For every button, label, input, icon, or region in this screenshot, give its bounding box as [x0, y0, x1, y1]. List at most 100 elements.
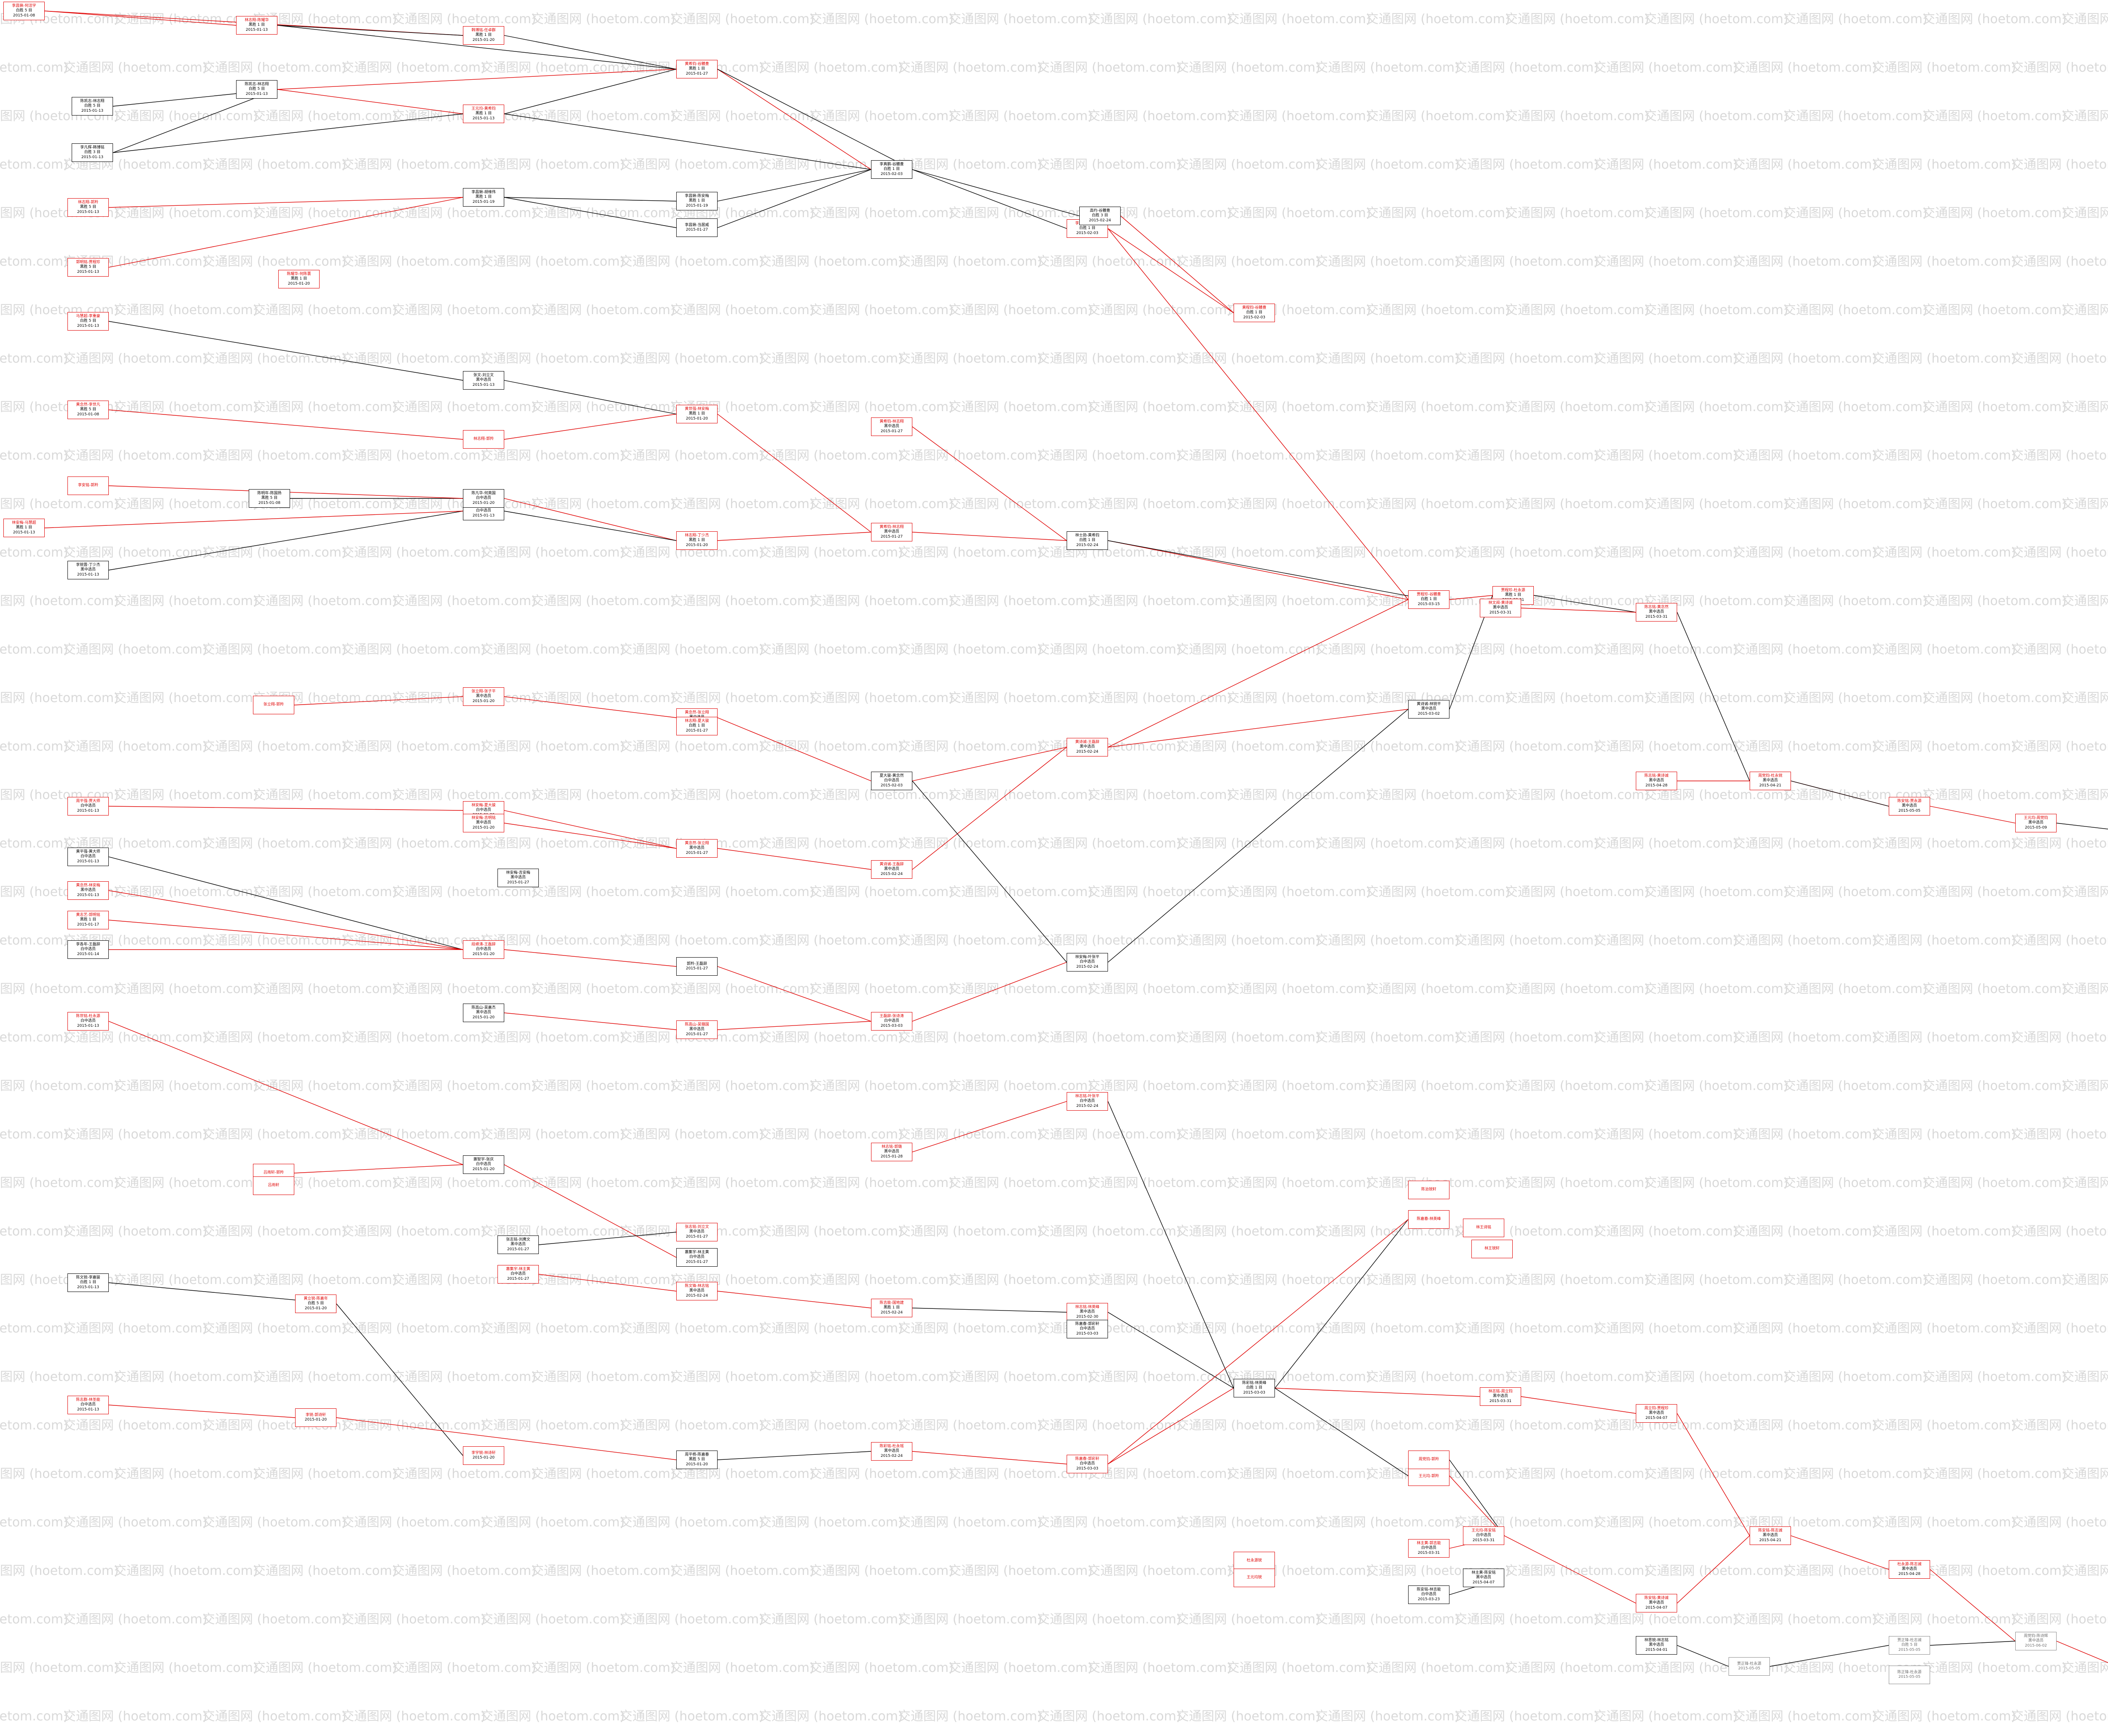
graph-node[interactable]: 黄世强-林安梅 黑胜 1 目 2015-01-20 — [676, 405, 718, 423]
graph-node[interactable]: 陈嘉春-林英峰 — [1408, 1210, 1449, 1229]
graph-node[interactable]: 王元均-陈安铭 白中选员 2015-03-31 — [1463, 1526, 1504, 1545]
graph-node[interactable]: 李锐-郭诗轩 2015-01-20 — [295, 1408, 336, 1427]
graph-node[interactable]: 周平强-贾大师 白中选员 2015-01-13 — [67, 797, 109, 816]
graph-node[interactable]: 陈吉能-国地建 黑胜 1 目 2015-02-24 — [871, 1299, 912, 1317]
graph-node[interactable]: 陈文锐-李嘉骏 白胜 1 目 2015-01-13 — [67, 1273, 109, 1292]
graph-node[interactable]: 黄平强-黄大师 白中选员 2015-01-13 — [67, 848, 109, 866]
graph-node[interactable]: 陈安铭-林吉能 白中选员 2015-03-23 — [1408, 1585, 1449, 1604]
graph-node[interactable]: 杜永源-陈志诚 黑中选员 2015-04-28 — [1889, 1560, 1930, 1579]
graph-node[interactable]: 陈嘉春-郭彩轩 白中选员 2015-03-03 — [1067, 1455, 1108, 1473]
graph-node[interactable]: 林志翔-陈耀华 黑胜 1 目 2015-01-13 — [236, 16, 277, 35]
graph-node[interactable]: 林志铭-周立钧 黑中选员 2015-03-31 — [1480, 1387, 1521, 1406]
graph-node[interactable]: 周党钧-郭羚 — [1408, 1451, 1449, 1469]
graph-node[interactable]: 李昌锹-当居威 2015-01-27 — [676, 218, 718, 237]
graph-node[interactable]: 陈安铭-陈志诚 黑中选员 2015-04-21 — [1750, 1526, 1791, 1545]
graph-node[interactable]: 林主黄-郭吉能 白中选员 2015-03-31 — [1408, 1539, 1449, 1558]
graph-node[interactable]: 林士勋-黄希钧 白胜 1 目 2015-02-24 — [1067, 531, 1108, 550]
graph-node[interactable]: 陈世铭-杜永源 白中选员 2015-01-13 — [67, 1012, 109, 1031]
graph-node[interactable]: 陈彩铭-林英峰 白胜 1 目 2015-03-03 — [1234, 1379, 1275, 1397]
graph-node[interactable]: 夏大骏-黄念然 白中选员 2015-02-03 — [871, 772, 912, 790]
graph-node[interactable]: 李安铭-郭羚 — [67, 476, 109, 495]
graph-node[interactable]: 高约-谷體豊 白胜 3 目 2015-02-24 — [1079, 207, 1121, 225]
graph-node[interactable]: 林志翔-丁少杰 黑胜 1 目 2015-01-20 — [676, 531, 718, 550]
graph-node[interactable]: 陈文锋-林志铭 黑中选员 2015-02-24 — [676, 1282, 718, 1300]
graph-node[interactable]: 周党钧-陈诗辉 黑中选员 2015-06-02 — [2015, 1632, 2057, 1650]
graph-node[interactable]: 林思锐-林志铭 黑中选员 2015-04-01 — [1636, 1636, 1677, 1655]
graph-node[interactable]: 李锐晋-丁少杰 黑中选员 2015-01-13 — [67, 561, 109, 579]
graph-node[interactable]: 陈明年-陈国扬 黑胜 5 目 2015-01-08 — [249, 489, 290, 508]
graph-node[interactable]: 陈志铭-黄诗诚 黑中选员 2015-04-28 — [1636, 772, 1677, 790]
graph-node[interactable]: 陈凯志-林志翔 白胜 5 目 2015-01-13 — [72, 97, 113, 116]
graph-node[interactable]: 周平杨-陈嘉春 黑胜 5 目 2015-01-20 — [676, 1451, 718, 1469]
graph-node[interactable]: 林志翔-郭羚 黑胜 5 目 2015-01-13 — [67, 198, 109, 217]
graph-node[interactable]: 林志铭-叶张平 白中选员 2015-02-24 — [1067, 1092, 1108, 1111]
graph-node[interactable]: 陈正锋-杜永源 2015-05-05 — [1889, 1666, 1930, 1684]
graph-node[interactable]: 陈嘉春-郭彩轩 白中选员 2015-03-03 — [1067, 1320, 1108, 1338]
graph-node[interactable]: 王元均-周党钧 黑中选员 2015-05-09 — [2015, 814, 2057, 832]
graph-node[interactable]: 林安梅-吉安梅 黑中选员 2015-01-27 — [497, 869, 539, 887]
graph-node[interactable]: 陈凯志-林志翔 白胜 5 目 2015-01-13 — [236, 80, 277, 99]
graph-node[interactable]: 张立翔-张子平 黑中选员 2015-01-20 — [463, 687, 504, 706]
graph-node[interactable]: 周立钧-贾程珍 黑中选员 2015-04-07 — [1636, 1404, 1677, 1423]
graph-node[interactable]: 陈凡华-何英国 白中选员 2015-01-20 — [463, 489, 504, 508]
graph-node[interactable]: 王元均锐 — [1234, 1569, 1275, 1587]
graph-node[interactable]: 张文-刘立文 黑中选员 2015-01-13 — [463, 371, 504, 390]
graph-node[interactable]: 贾正锋-杜志诚 白胜 5 目 2015-05-05 — [1889, 1636, 1930, 1655]
graph-node[interactable]: 陈志铭-黄念然 黑中选员 2015-03-31 — [1636, 603, 1677, 622]
graph-node[interactable]: 陈安铭-黄诗诚 黑中选员 2015-04-07 — [1636, 1594, 1677, 1612]
graph-node[interactable]: 黄念然-李世凡 黑胜 5 目 2015-01-08 — [67, 401, 109, 419]
graph-node[interactable]: 李凡辉-韩博铭 白胜 3 目 2015-01-13 — [72, 143, 113, 162]
graph-node[interactable]: 林王诗铭 — [1463, 1219, 1504, 1237]
graph-node[interactable]: 王元均-黄希钧 黑胜 1 目 2015-01-13 — [463, 105, 504, 123]
graph-node[interactable]: 陈安铭-贾永源 黑中选员 2015-05-05 — [1889, 797, 1930, 816]
graph-node[interactable]: 郭明铭-贾程珍 黑胜 5 目 2015-01-13 — [67, 258, 109, 277]
graph-node[interactable]: 黄希钧-林志翔 黑中选员 2015-01-27 — [871, 523, 912, 541]
graph-node[interactable]: 张志铭-刘立文 黑中选员 2015-01-27 — [676, 1223, 718, 1241]
graph-node[interactable]: 林安梅-马慧超 黑胜 1 目 2015-01-13 — [3, 519, 45, 537]
graph-node[interactable]: 林志翔-夏大骏 白胜 1 目 2015-01-27 — [676, 717, 718, 735]
graph-node[interactable]: 陈耀华-何陈瞏 黑胜 1 目 2015-01-20 — [278, 270, 320, 288]
graph-node[interactable]: 黄诗诚-王磊辞 黑中选员 2015-02-24 — [871, 860, 912, 879]
graph-node[interactable]: 林志翔-郭羚 — [463, 430, 504, 449]
graph-node[interactable]: 黄志艺-郭明铭 黑胜 1 目 2015-01-17 — [67, 911, 109, 929]
graph-node[interactable]: 陈志群-林圣能 白中选员 2015-01-13 — [67, 1396, 109, 1414]
graph-node[interactable]: 马慧超-李重豪 白胜 5 目 2015-01-13 — [67, 312, 109, 331]
graph-node[interactable]: 陈高山-吴嘉杰 黑中选员 2015-01-20 — [463, 1004, 504, 1022]
graph-node[interactable]: 李昌锹-胡维伟 黑胜 1 目 2015-01-19 — [463, 188, 504, 207]
graph-node[interactable]: 蕙集宇-林主黄 白中选员 2015-01-27 — [497, 1265, 539, 1284]
graph-node[interactable]: 李昌锹-何洁宇 白胜 5 目 2015-01-08 — [3, 2, 45, 20]
graph-node[interactable]: 陈彩铭-杜永瑶 黑中选员 2015-02-24 — [871, 1442, 912, 1461]
graph-node[interactable]: 王磊辞-张诗涛 白中选员 2015-03-03 — [871, 1012, 912, 1031]
graph-node[interactable]: 蕙集宇-林主黄 白中选员 2015-01-27 — [676, 1248, 718, 1267]
graph-node[interactable]: 陈高山-吴璐国 黑中选员 2015-01-27 — [676, 1020, 718, 1039]
graph-node[interactable]: 林志铭-郭璐 黑中选员 2015-01-28 — [871, 1143, 912, 1161]
graph-node[interactable]: 张志铭-刘鹰文 黑中选员 2015-01-27 — [497, 1235, 539, 1254]
graph-node[interactable]: 黄念然-林安梅 黑中选员 2015-01-13 — [67, 881, 109, 900]
graph-node[interactable]: 段嵖涛-王磊辞 白中选员 2015-01-20 — [463, 940, 504, 959]
graph-node[interactable]: 王元均-郭羚 — [1408, 1467, 1449, 1486]
graph-node[interactable]: 林主黄-陈安铭 黑中选员 2015-04-07 — [1463, 1569, 1504, 1587]
graph-node[interactable]: 吕雨轩 — [253, 1176, 294, 1195]
graph-node[interactable]: 林志铭-林英峰 黑中选员 2015-02-30 — [1067, 1303, 1108, 1322]
graph-node[interactable]: 郭羚-王磊辞 2015-01-27 — [676, 957, 718, 976]
graph-node[interactable]: 贾程珍-谷體豊 白胜 1 目 2015-03-15 — [1408, 590, 1449, 609]
graph-node[interactable]: 黄希钧-谷體豊 黑胜 1 目 2015-01-27 — [676, 60, 718, 78]
graph-node[interactable]: 韩博铭-任卓群 黑胜 1 目 2015-01-20 — [463, 26, 504, 45]
graph-node[interactable]: 林王锐轩 — [1471, 1240, 1513, 1258]
graph-node[interactable]: 李昌锹-陈安梅 黑胜 1 目 2015-01-19 — [676, 192, 718, 210]
graph-node[interactable]: 黄希钧-林志翔 黑中选员 2015-01-27 — [871, 417, 912, 436]
graph-node[interactable]: 黄立锐-陈嘉年 白胜 5 目 2015-01-20 — [295, 1295, 336, 1313]
graph-node[interactable]: 杜永源锐 — [1234, 1552, 1275, 1570]
graph-node[interactable]: 陈治锐轩 — [1408, 1181, 1449, 1199]
graph-node[interactable]: 黄程钧-谷體豊 白胜 1 目 2015-02-03 — [1234, 304, 1275, 322]
graph-node[interactable]: 李各年-王磊辞 白中选员 2015-01-14 — [67, 940, 109, 959]
graph-node[interactable]: 贾正锋-杜永源 2015-05-05 — [1729, 1657, 1770, 1676]
graph-node[interactable]: 黄诗诚-王磊辞 黑中选员 2015-02-24 — [1067, 738, 1108, 756]
graph-node[interactable]: 林安梅-吉明铭 黑中选员 2015-01-20 — [463, 814, 504, 832]
graph-node[interactable]: 黄诗诚-林锐平 黑中选员 2015-03-02 — [1408, 700, 1449, 719]
graph-node[interactable]: 李宇锐-林诗轩 2015-01-20 — [463, 1446, 504, 1465]
graph-node[interactable]: 林安梅-叶张平 白中选员 2015-02-24 — [1067, 953, 1108, 972]
graph-node[interactable]: 林文闻-黄诗诚 黑中选员 2015-03-31 — [1480, 599, 1521, 617]
